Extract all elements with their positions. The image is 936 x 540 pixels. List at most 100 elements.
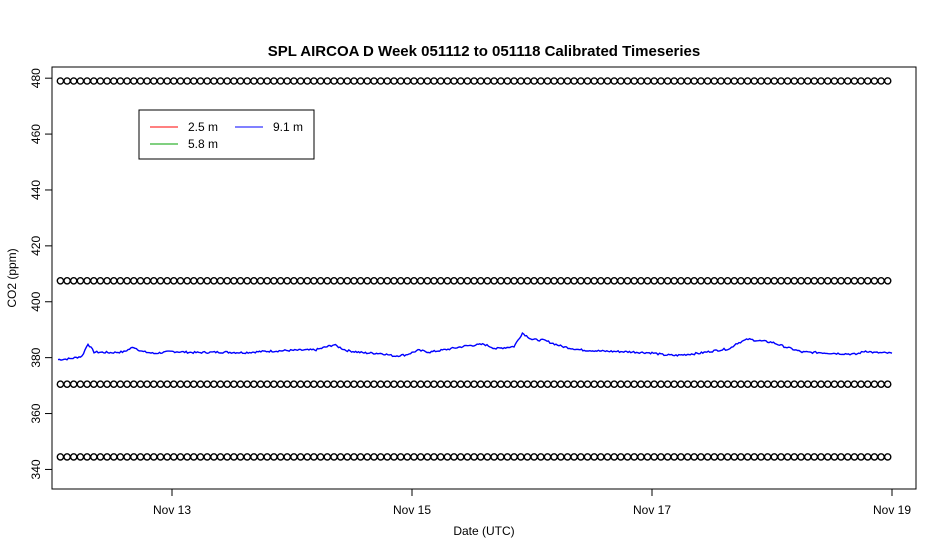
reference-point — [617, 453, 625, 461]
reference-point — [657, 77, 665, 85]
reference-point — [63, 453, 71, 461]
reference-point — [76, 453, 85, 461]
reference-point — [670, 453, 679, 461]
reference-point — [537, 380, 545, 389]
reference-point — [496, 453, 505, 461]
reference-point — [296, 453, 305, 461]
reference-point — [877, 276, 885, 285]
reference-point — [797, 453, 805, 461]
reference-point — [270, 77, 278, 85]
reference-point — [263, 380, 272, 389]
reference-point — [223, 276, 231, 285]
reference-point — [850, 380, 859, 389]
reference-point — [230, 276, 238, 285]
reference-point — [483, 77, 492, 85]
reference-point — [577, 380, 585, 389]
legend-label-2-5m: 2.5 m — [188, 120, 218, 134]
reference-point — [189, 276, 198, 285]
reference-point — [476, 380, 485, 389]
reference-point — [883, 380, 892, 389]
reference-point — [149, 77, 158, 85]
reference-point — [250, 77, 258, 85]
reference-point — [857, 77, 865, 85]
reference-point — [129, 380, 138, 389]
reference-point — [356, 77, 365, 85]
reference-point — [570, 453, 578, 461]
reference-point — [283, 380, 292, 389]
reference-point — [136, 77, 145, 85]
reference-point — [163, 380, 171, 389]
reference-point — [523, 453, 532, 461]
reference-point — [56, 380, 65, 389]
reference-point — [843, 276, 852, 285]
reference-point — [617, 77, 625, 85]
reference-point — [410, 453, 418, 461]
reference-point — [176, 77, 185, 85]
reference-point — [243, 276, 251, 285]
reference-point — [123, 453, 131, 461]
reference-point — [356, 453, 365, 461]
reference-point — [83, 380, 91, 389]
reference-point — [310, 380, 318, 389]
reference-point — [423, 380, 432, 389]
reference-point — [450, 380, 458, 389]
reference-point — [250, 453, 258, 461]
reference-point — [143, 77, 151, 85]
reference-point — [383, 453, 392, 461]
reference-point — [83, 453, 91, 461]
reference-point — [83, 77, 91, 85]
reference-point — [537, 276, 545, 285]
reference-point — [103, 453, 111, 461]
reference-point — [530, 77, 538, 85]
reference-point — [623, 453, 632, 461]
reference-point — [570, 276, 578, 285]
reference-point — [163, 453, 171, 461]
reference-point — [790, 276, 799, 285]
x-axis-label: Date (UTC) — [453, 524, 514, 538]
reference-point — [403, 380, 412, 389]
reference-point — [530, 453, 538, 461]
reference-point — [523, 77, 532, 85]
reference-point — [510, 276, 518, 285]
reference-point — [523, 276, 532, 285]
reference-point — [496, 380, 505, 389]
reference-point — [723, 276, 732, 285]
reference-point — [770, 276, 779, 285]
reference-point — [236, 276, 245, 285]
y-tick-label: 400 — [29, 291, 43, 311]
reference-point — [630, 77, 639, 85]
reference-point — [723, 380, 732, 389]
reference-point — [110, 453, 118, 461]
reference-point — [597, 380, 605, 389]
reference-point — [790, 453, 799, 461]
reference-point — [597, 77, 605, 85]
reference-point — [276, 276, 285, 285]
reference-point — [803, 77, 812, 85]
reference-point — [830, 453, 839, 461]
reference-point — [236, 453, 245, 461]
reference-point — [583, 380, 592, 389]
reference-point — [643, 276, 652, 285]
reference-point — [143, 276, 151, 285]
reference-point — [316, 276, 325, 285]
reference-point — [436, 77, 445, 85]
reference-point — [810, 453, 819, 461]
reference-point — [737, 380, 745, 389]
reference-point — [156, 276, 165, 285]
reference-point — [210, 453, 218, 461]
reference-point — [370, 453, 378, 461]
reference-point — [570, 77, 578, 85]
y-axis-label: CO2 (ppm) — [5, 248, 19, 307]
reference-point — [590, 453, 599, 461]
reference-point — [517, 77, 525, 85]
reference-point — [583, 77, 592, 85]
reference-point — [430, 276, 438, 285]
reference-point — [757, 276, 765, 285]
reference-point — [610, 380, 619, 389]
reference-point — [750, 77, 759, 85]
reference-point — [563, 276, 572, 285]
reference-point — [610, 77, 619, 85]
reference-point — [370, 77, 378, 85]
reference-point — [783, 276, 792, 285]
